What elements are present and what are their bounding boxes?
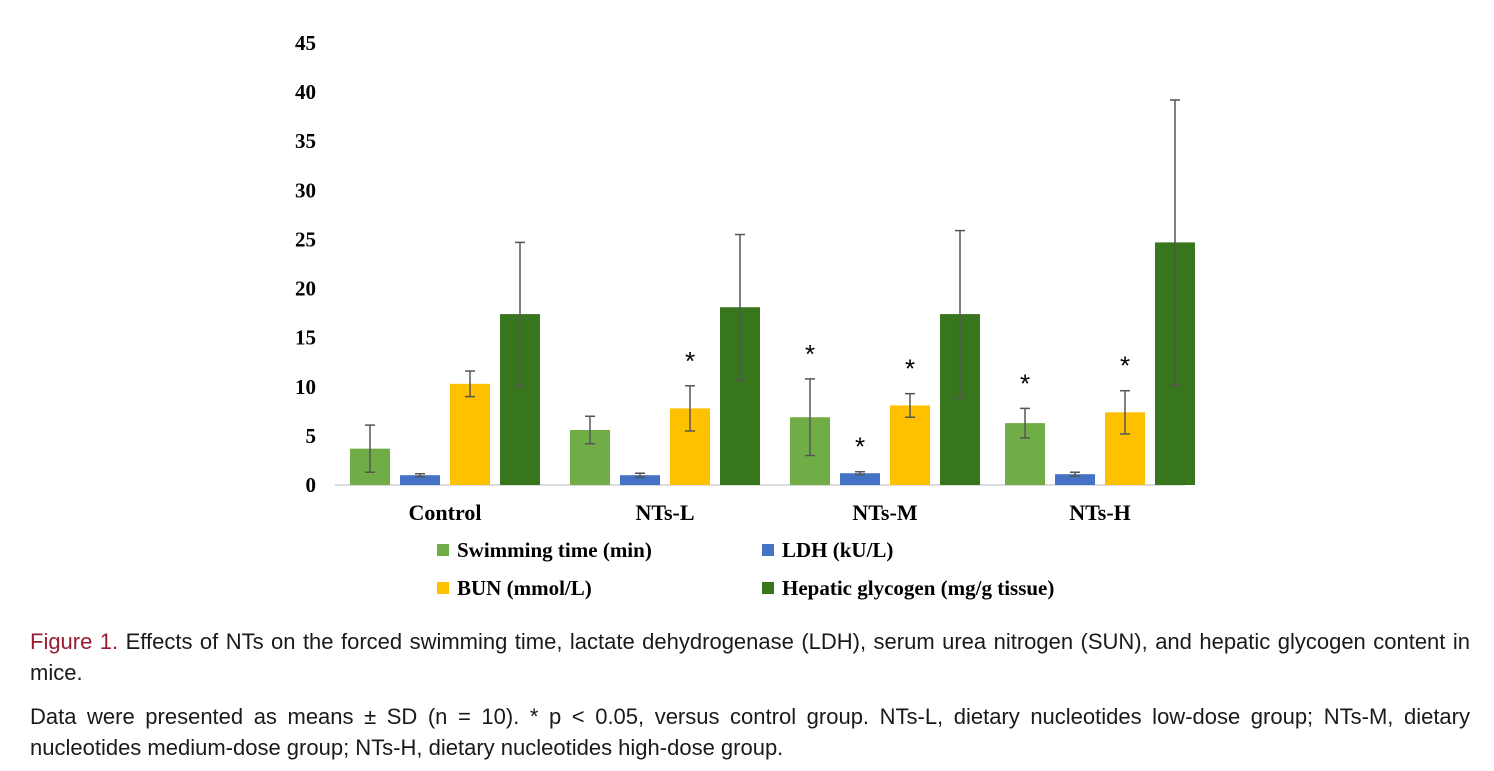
- legend-swatch: [762, 544, 774, 556]
- bar: [400, 475, 440, 485]
- legend-swatch: [437, 582, 449, 594]
- category-label: Control: [409, 500, 482, 525]
- figure-label: Figure 1.: [30, 629, 119, 654]
- legend-label: Swimming time (min): [457, 538, 652, 562]
- bar: [1055, 474, 1095, 485]
- y-axis-tick-labels: 0 5 10 15 20 25 30 35 40 45: [295, 31, 316, 497]
- bar: [450, 383, 490, 485]
- legend-label: Hepatic glycogen (mg/g tissue): [782, 576, 1054, 600]
- significance-star: *: [685, 346, 695, 376]
- bars-group: [350, 242, 1195, 485]
- bar-chart: 0 5 10 15 20 25 30 35 40 45 * * * * * * Control NTs-L NT…: [295, 31, 1195, 600]
- y-tick-label: 5: [306, 424, 317, 448]
- y-tick-label: 45: [295, 31, 316, 55]
- legend: Swimming time (min) LDH (kU/L) BUN (mmol/L…: [437, 538, 1054, 600]
- x-axis-category-labels: Control NTs-L NTs-M NTs-H: [409, 500, 1131, 525]
- y-tick-label: 40: [295, 80, 316, 104]
- y-tick-label: 10: [295, 375, 316, 399]
- significance-star: *: [905, 354, 915, 384]
- figure-caption-text: Effects of NTs on the forced swimming ti…: [30, 629, 1470, 685]
- category-label: NTs-L: [635, 500, 694, 525]
- bar: [840, 473, 880, 485]
- y-tick-label: 35: [295, 129, 316, 153]
- bar: [890, 405, 930, 485]
- legend-swatch: [762, 582, 774, 594]
- legend-label: LDH (kU/L): [782, 538, 893, 562]
- y-tick-label: 15: [295, 326, 316, 350]
- legend-swatch: [437, 544, 449, 556]
- significance-markers: * * * * * *: [685, 339, 1130, 462]
- legend-label: BUN (mmol/L): [457, 576, 592, 600]
- figure-note: Data were presented as means ± SD (n = 1…: [30, 704, 1470, 760]
- significance-star: *: [855, 432, 865, 462]
- category-label: NTs-M: [852, 500, 917, 525]
- y-tick-label: 20: [295, 277, 316, 301]
- significance-star: *: [805, 339, 815, 369]
- error-bars-group: [365, 99, 1180, 478]
- figure-caption: Figure 1. Effects of NTs on the forced s…: [30, 626, 1470, 688]
- y-tick-label: 30: [295, 178, 316, 202]
- category-label: NTs-H: [1069, 500, 1131, 525]
- y-tick-label: 25: [295, 227, 316, 251]
- y-tick-label: 0: [306, 473, 317, 497]
- bar: [620, 475, 660, 485]
- significance-star: *: [1020, 368, 1030, 398]
- significance-star: *: [1120, 351, 1130, 381]
